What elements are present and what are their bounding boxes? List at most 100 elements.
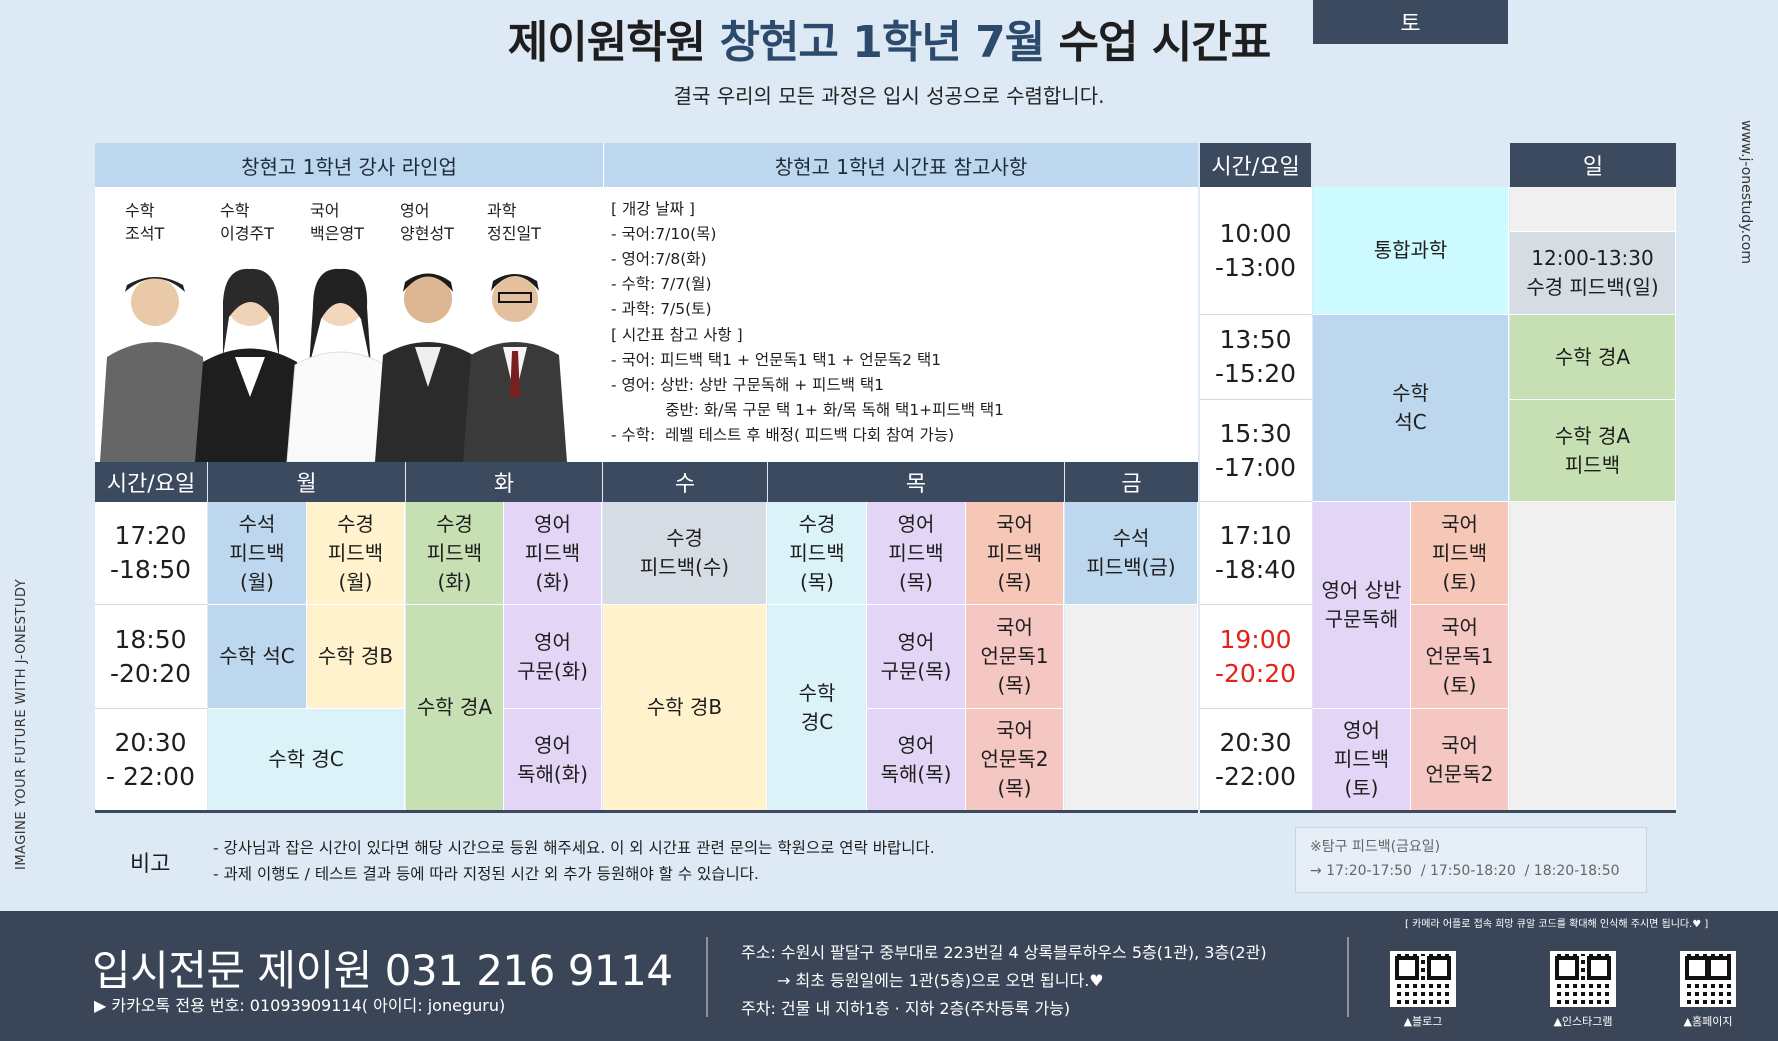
empty-cell bbox=[1065, 605, 1198, 811]
teacher-photos bbox=[100, 268, 567, 462]
qr-notice: [ 카메라 어플로 접속 희망 큐알 코드를 확대해 인식해 주시면 됩니다.♥… bbox=[1405, 919, 1709, 930]
title-grade-month: 창현고 1학년 7월 bbox=[719, 17, 1045, 68]
qr-label-homepage: ▲홈페이지 bbox=[1683, 1015, 1733, 1028]
footer-address-note: → 최초 등원일에는 1관(5층)으로 오면 됩니다.♥ bbox=[777, 971, 1104, 990]
ref-line: 중반: 화/목 구문 택 1+ 화/목 독해 택1+피드백 택1 bbox=[611, 400, 1004, 419]
class-cell: 영어 독해(화) bbox=[504, 709, 602, 811]
class-cell: 수석 피드백(금) bbox=[1065, 502, 1198, 605]
side-slogan: IMAGINE YOUR FUTURE WITH J-ONESTUDY bbox=[14, 578, 29, 870]
teacher-label: 과학 정진일T bbox=[487, 201, 541, 244]
class-cell: 국어 언문독1 (목) bbox=[966, 605, 1064, 709]
class-cell: 수경 피드백 (화) bbox=[406, 502, 504, 605]
class-cell: 수학 경A 피드백 bbox=[1510, 400, 1676, 502]
footer-divider bbox=[706, 937, 708, 1017]
class-cell: 12:00-13:30 수경 피드백(일) bbox=[1510, 232, 1676, 315]
time-slot: 20:30 - 22:00 bbox=[95, 709, 207, 811]
time-slot: 18:50 -20:20 bbox=[95, 605, 207, 709]
class-cell: 수학 석C bbox=[208, 605, 307, 709]
time-slot: 17:20 -18:50 bbox=[95, 502, 207, 605]
table-bottom-border bbox=[95, 810, 1198, 813]
ref-line: [ 시간표 참고 사항 ] bbox=[611, 325, 743, 344]
footer-parking: 주차: 건물 내 지하1층 · 지하 2층(주차등록 가능) bbox=[741, 999, 1071, 1018]
teacher-photo bbox=[375, 273, 481, 462]
remark-line: - 강사님과 잡은 시간이 있다면 해당 시간으로 등원 해주세요. 이 외 시… bbox=[213, 839, 935, 857]
time-slot: 20:30 -22:00 bbox=[1200, 709, 1312, 811]
class-cell: 수학 경B bbox=[307, 605, 405, 709]
class-cell: 수학 경A bbox=[1510, 315, 1676, 400]
ref-line: - 과학: 7/5(토) bbox=[611, 300, 712, 319]
footer-address: 주소: 수원시 팔달구 중부대로 223번길 4 상록블루하우스 5층(1관),… bbox=[741, 943, 1267, 962]
class-cell: 수경 피드백 (목) bbox=[768, 502, 867, 605]
class-cell: 수학 경C bbox=[768, 605, 867, 811]
reference-header: 창현고 1학년 시간표 참고사항 bbox=[603, 143, 1198, 187]
qr-code-instagram[interactable] bbox=[1550, 951, 1616, 1007]
class-cell: 영어 피드백 (목) bbox=[867, 502, 966, 605]
ref-line: - 영어: 상반: 상반 구문독해 + 피드백 택1 bbox=[611, 375, 885, 394]
class-cell: 수학 경B bbox=[603, 605, 767, 811]
lineup-panel: 수학 조석T 수학 이경주T 국어 백은영T 영어 양현성T 과학 정진일T bbox=[95, 187, 603, 462]
class-cell: 영어 구문(화) bbox=[504, 605, 602, 709]
day-header-mon: 월 bbox=[208, 462, 405, 502]
footer-brand: 입시전문 제이원 031 216 9114 bbox=[92, 946, 673, 995]
teacher-photo bbox=[286, 268, 394, 462]
footer-kakao: ▶ 카카오톡 전용 번호: 01093909114( 아이디: joneguru… bbox=[94, 996, 506, 1015]
class-cell: 국어 피드백 (토) bbox=[1411, 502, 1509, 605]
time-slot-highlight: 19:00 -20:20 bbox=[1200, 605, 1312, 709]
qr-label-blog: ▲블로그 bbox=[1403, 1015, 1443, 1028]
class-cell: 수학 경C bbox=[208, 709, 405, 811]
day-header-wed: 수 bbox=[603, 462, 767, 502]
page-title: 제이원학원 창현고 1학년 7월 수업 시간표 bbox=[0, 6, 1778, 70]
remark-line: - 과제 이행도 / 테스트 결과 등에 따라 지정된 시간 외 추가 등원해야… bbox=[213, 864, 759, 883]
teacher-photo bbox=[100, 277, 210, 462]
title-schedule: 수업 시간표 bbox=[1058, 17, 1272, 68]
time-slot: 17:10 -18:40 bbox=[1200, 502, 1312, 605]
ref-line: - 수학: 레벨 테스트 후 배정( 피드백 다회 참여 가능) bbox=[611, 425, 955, 444]
day-header-thu: 목 bbox=[768, 462, 1064, 502]
class-cell: 수경 피드백(수) bbox=[603, 502, 767, 605]
class-cell: 수학 석C bbox=[1313, 315, 1509, 502]
class-cell: 수경 피드백 (월) bbox=[307, 502, 405, 605]
footer-info: 주소: 수원시 팔달구 중부대로 223번길 4 상록블루하우스 5층(1관),… bbox=[741, 939, 1267, 1023]
class-cell: 국어 언문독2 bbox=[1411, 709, 1509, 811]
class-cell: 국어 언문독2 (목) bbox=[966, 709, 1064, 811]
teacher-label: 국어 백은영T bbox=[310, 201, 364, 244]
remarks-text: - 강사님과 잡은 시간이 있다면 해당 시간으로 등원 해주세요. 이 외 시… bbox=[213, 836, 935, 887]
day-header-sat: 토 bbox=[1313, 0, 1508, 44]
side-website: www.j-onestudy.com bbox=[1738, 120, 1754, 264]
qr-code-homepage[interactable] bbox=[1680, 951, 1736, 1007]
ref-line: - 영어:7/8(화) bbox=[611, 250, 707, 269]
time-slot: 13:50 -15:20 bbox=[1200, 315, 1312, 400]
weekend-time-header: 시간/요일 bbox=[1200, 143, 1311, 187]
time-slot: 15:30 -17:00 bbox=[1200, 400, 1312, 502]
class-cell: 통합과학 bbox=[1313, 187, 1509, 315]
footer: 입시전문 제이원 031 216 9114 ▶ 카카오톡 전용 번호: 0109… bbox=[0, 911, 1778, 1041]
teacher-label: 수학 조석T bbox=[125, 201, 165, 244]
title-academy: 제이원학원 bbox=[507, 17, 706, 68]
empty-cell bbox=[1510, 502, 1676, 811]
class-cell: 수석 피드백 (월) bbox=[208, 502, 307, 605]
footer-divider bbox=[1347, 937, 1349, 1017]
table-bottom-border bbox=[1200, 810, 1676, 813]
teacher-photo bbox=[195, 268, 305, 462]
qr-code-blog[interactable] bbox=[1390, 951, 1456, 1007]
class-cell: 국어 피드백 (목) bbox=[966, 502, 1064, 605]
day-header-tue: 화 bbox=[406, 462, 602, 502]
qr-label-instagram: ▲인스타그램 bbox=[1553, 1015, 1613, 1028]
day-header-fri: 금 bbox=[1065, 462, 1198, 502]
ref-line: - 국어:7/10(목) bbox=[611, 225, 717, 244]
ref-line: - 국어: 피드백 택1 + 언문독1 택1 + 언문독2 택1 bbox=[611, 350, 942, 369]
teacher-photo bbox=[463, 274, 567, 462]
class-cell: 영어 독해(목) bbox=[867, 709, 966, 811]
teacher-label: 영어 양현성T bbox=[400, 201, 454, 244]
class-cell: 국어 언문독1 (토) bbox=[1411, 605, 1509, 709]
time-slot: 10:00 -13:00 bbox=[1200, 187, 1312, 315]
empty-cell bbox=[1510, 187, 1676, 232]
science-feedback-note: ※탐구 피드백(금요일) → 17:20-17:50 / 17:50-18:20… bbox=[1295, 827, 1647, 893]
class-cell: 수학 경A bbox=[406, 605, 504, 811]
class-cell: 영어 상반 구문독해 bbox=[1313, 502, 1411, 709]
class-cell: 영어 구문(목) bbox=[867, 605, 966, 709]
class-cell: 영어 피드백 (토) bbox=[1313, 709, 1411, 811]
ref-line: - 수학: 7/7(월) bbox=[611, 275, 712, 294]
teacher-label: 수학 이경주T bbox=[220, 201, 274, 244]
ref-line: [ 개강 날짜 ] bbox=[611, 200, 695, 218]
